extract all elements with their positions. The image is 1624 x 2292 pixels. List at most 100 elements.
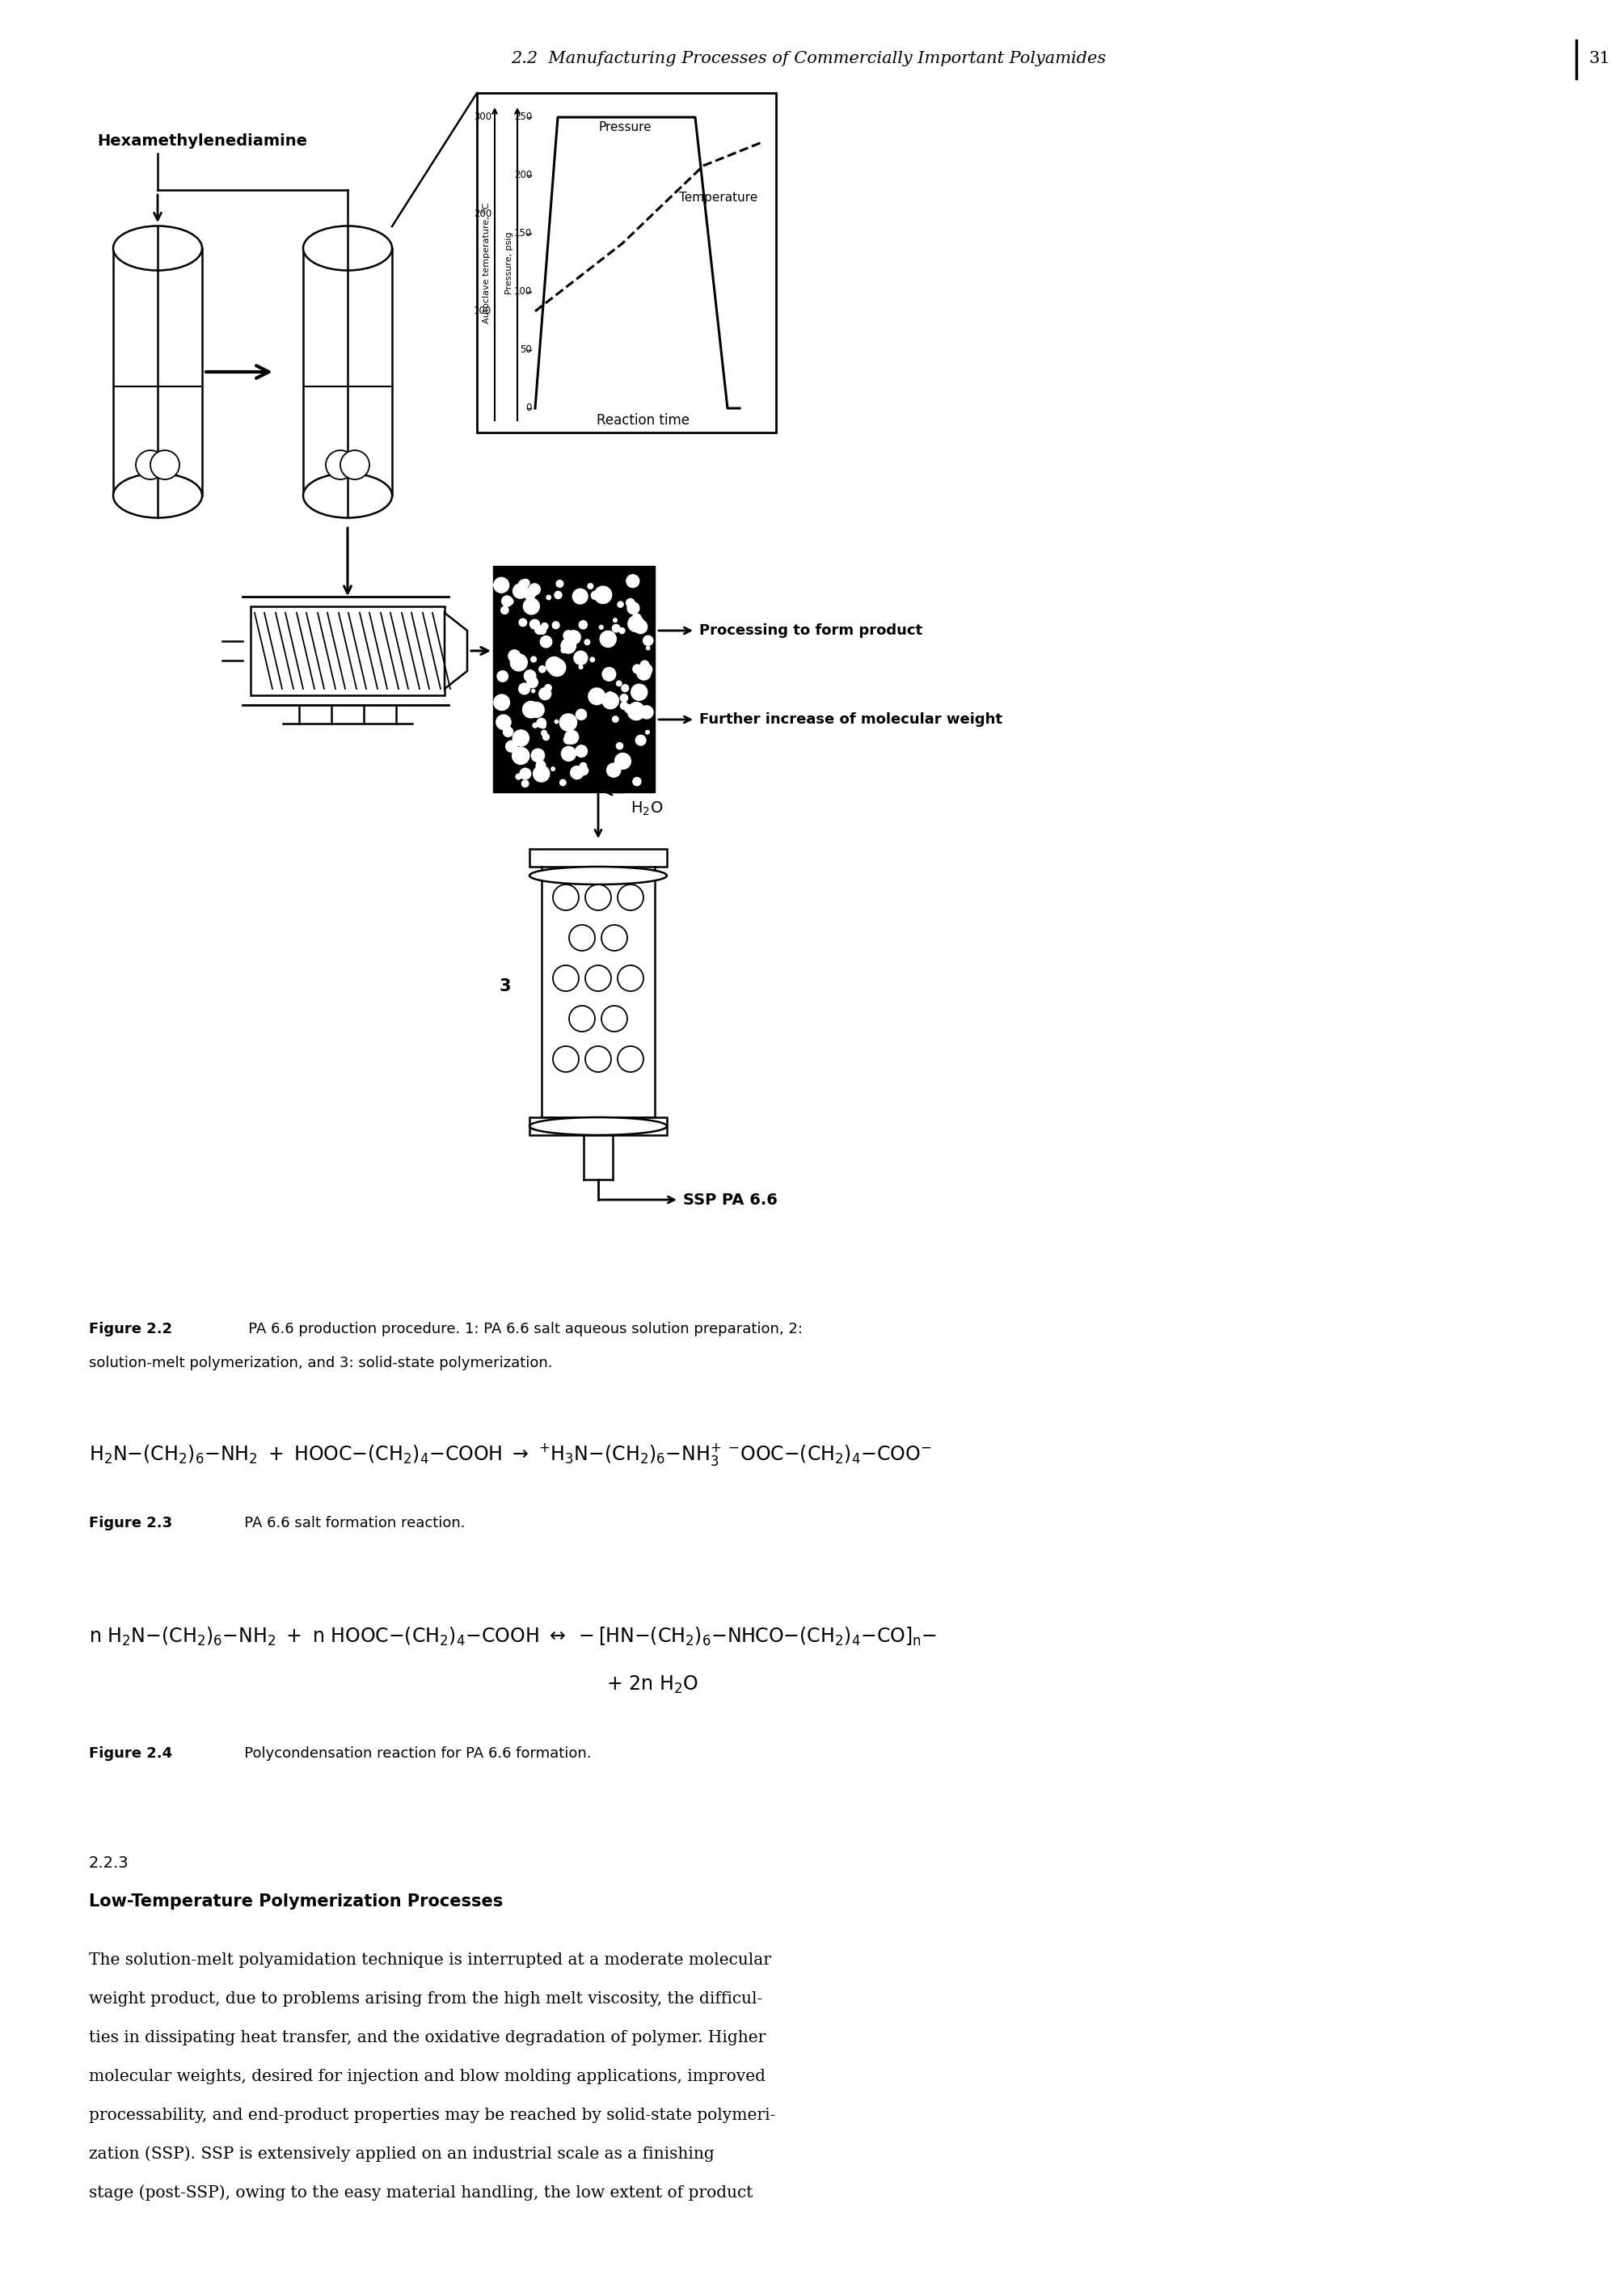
- Text: $\mathrm{+\ 2n\ H_2O}$: $\mathrm{+\ 2n\ H_2O}$: [606, 1673, 698, 1696]
- Ellipse shape: [304, 474, 391, 518]
- Circle shape: [567, 630, 580, 644]
- Circle shape: [518, 580, 528, 589]
- Circle shape: [560, 639, 577, 653]
- Text: Hexamethylenediamine: Hexamethylenediamine: [97, 133, 307, 149]
- Text: ties in dissipating heat transfer, and the oxidative degradation of polymer. Hig: ties in dissipating heat transfer, and t…: [89, 2031, 767, 2044]
- Circle shape: [564, 736, 572, 745]
- Text: Polycondensation reaction for PA 6.6 formation.: Polycondensation reaction for PA 6.6 for…: [231, 1747, 591, 1760]
- Circle shape: [607, 763, 620, 777]
- Circle shape: [646, 731, 650, 733]
- Circle shape: [544, 685, 552, 692]
- Circle shape: [494, 694, 510, 711]
- Circle shape: [508, 651, 520, 662]
- Circle shape: [525, 594, 528, 598]
- Text: $\mathrm{H_2O}$: $\mathrm{H_2O}$: [630, 800, 663, 816]
- Circle shape: [507, 598, 513, 605]
- Circle shape: [560, 646, 567, 653]
- Circle shape: [541, 724, 546, 729]
- Circle shape: [641, 665, 653, 676]
- Text: Temperature: Temperature: [679, 193, 758, 204]
- Circle shape: [627, 603, 640, 614]
- Circle shape: [619, 628, 625, 633]
- Circle shape: [552, 1045, 578, 1073]
- Circle shape: [554, 591, 562, 598]
- Text: Pressure, psig: Pressure, psig: [505, 231, 513, 293]
- Circle shape: [521, 779, 528, 786]
- Circle shape: [525, 589, 536, 601]
- Circle shape: [591, 591, 599, 601]
- Text: 0: 0: [526, 403, 533, 413]
- Circle shape: [513, 729, 529, 747]
- Circle shape: [552, 965, 578, 990]
- Circle shape: [585, 639, 590, 644]
- Circle shape: [620, 701, 628, 711]
- Circle shape: [525, 669, 536, 681]
- Circle shape: [603, 692, 619, 708]
- Circle shape: [529, 701, 544, 717]
- Circle shape: [640, 660, 650, 669]
- Circle shape: [633, 621, 648, 633]
- Circle shape: [513, 584, 528, 598]
- Circle shape: [637, 667, 651, 681]
- Ellipse shape: [529, 866, 667, 885]
- Circle shape: [531, 749, 544, 761]
- Circle shape: [622, 685, 628, 692]
- Text: Figure 2.3: Figure 2.3: [89, 1515, 172, 1531]
- Circle shape: [580, 621, 588, 628]
- Circle shape: [523, 598, 539, 614]
- Circle shape: [565, 731, 578, 745]
- Ellipse shape: [114, 474, 201, 518]
- Circle shape: [568, 926, 594, 951]
- Text: 300: 300: [474, 112, 492, 121]
- Circle shape: [507, 731, 512, 736]
- Circle shape: [601, 1006, 627, 1031]
- Circle shape: [541, 623, 547, 630]
- Text: stage (post-SSP), owing to the easy material handling, the low extent of product: stage (post-SSP), owing to the easy mate…: [89, 2184, 754, 2200]
- Circle shape: [628, 701, 643, 717]
- Circle shape: [502, 596, 512, 607]
- Circle shape: [552, 621, 559, 628]
- Circle shape: [627, 575, 640, 587]
- Text: Further increase of molecular weight: Further increase of molecular weight: [700, 713, 1002, 727]
- Circle shape: [518, 683, 529, 694]
- Text: Reaction time: Reaction time: [596, 413, 689, 429]
- Text: 200: 200: [513, 170, 533, 181]
- Text: 31: 31: [1588, 50, 1609, 66]
- Bar: [529, 848, 667, 866]
- Circle shape: [549, 658, 565, 676]
- Polygon shape: [445, 612, 468, 690]
- Circle shape: [562, 747, 577, 761]
- Circle shape: [539, 628, 546, 635]
- Circle shape: [560, 713, 577, 731]
- Text: processability, and end-product properties may be reached by solid-state polymer: processability, and end-product properti…: [89, 2106, 776, 2122]
- Circle shape: [640, 706, 653, 720]
- Circle shape: [541, 731, 547, 736]
- Circle shape: [603, 667, 615, 681]
- Circle shape: [632, 683, 648, 701]
- Circle shape: [612, 623, 620, 633]
- Circle shape: [627, 704, 645, 720]
- Circle shape: [588, 688, 606, 704]
- Text: 100: 100: [474, 307, 492, 316]
- Text: Figure 2.2: Figure 2.2: [89, 1322, 172, 1336]
- Circle shape: [531, 656, 536, 662]
- Ellipse shape: [529, 1116, 667, 1135]
- Circle shape: [533, 722, 538, 729]
- Circle shape: [599, 626, 603, 630]
- Circle shape: [625, 704, 633, 713]
- Circle shape: [606, 692, 614, 699]
- Circle shape: [526, 676, 538, 688]
- Text: SSP PA 6.6: SSP PA 6.6: [684, 1192, 778, 1208]
- Circle shape: [531, 690, 534, 692]
- Circle shape: [529, 584, 541, 596]
- Text: 1: 1: [162, 231, 172, 245]
- Circle shape: [536, 717, 546, 727]
- Circle shape: [633, 665, 641, 674]
- Text: molecular weights, desired for injection and blow molding applications, improved: molecular weights, desired for injection…: [89, 2067, 765, 2083]
- Circle shape: [516, 775, 521, 779]
- Circle shape: [539, 688, 551, 699]
- Circle shape: [539, 667, 546, 672]
- Circle shape: [497, 672, 508, 681]
- Circle shape: [604, 694, 607, 697]
- Circle shape: [510, 653, 528, 672]
